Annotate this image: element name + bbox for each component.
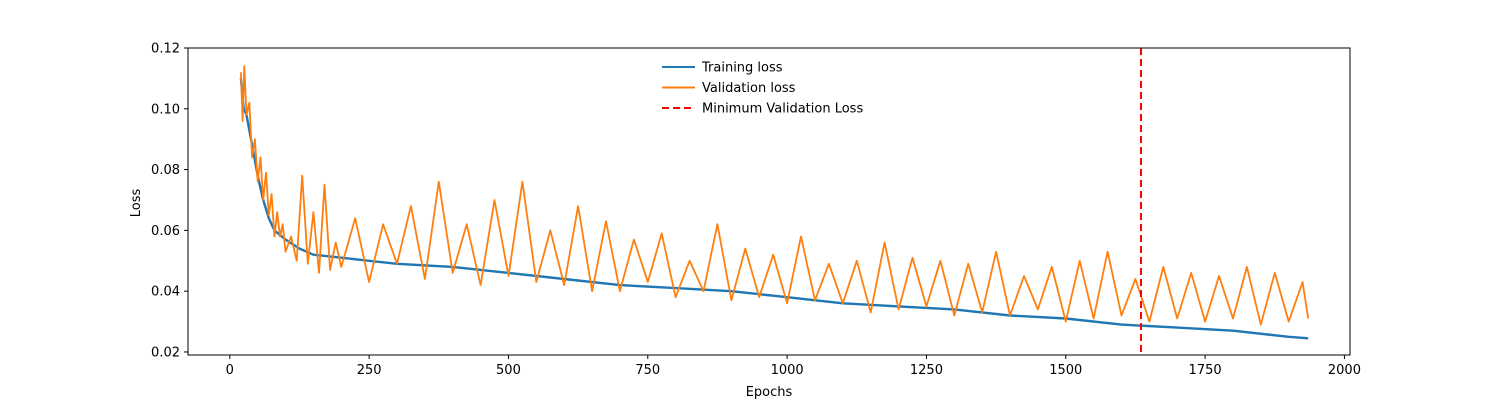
x-tick-label: 250	[357, 363, 382, 378]
y-tick-label: 0.08	[151, 163, 180, 178]
x-tick-label: 1500	[1049, 363, 1082, 378]
x-tick-label: 0	[226, 363, 234, 378]
series-layer	[239, 48, 1310, 355]
y-tick-label: 0.10	[151, 102, 180, 117]
training-loss-line	[239, 78, 1309, 340]
x-tick-label: 1000	[771, 363, 804, 378]
y-tick-label: 0.02	[151, 345, 180, 360]
plot-area	[187, 47, 1351, 356]
x-tick-label: 500	[496, 363, 521, 378]
y-tick-label: 0.06	[151, 224, 180, 239]
legend-label-training-loss: Training loss	[701, 61, 783, 76]
x-axis-ticks: 0 250 500 750 1000 1250 1500 1750 2000	[226, 355, 1361, 378]
x-tick-label: 2000	[1328, 363, 1361, 378]
y-tick-label: 0.12	[151, 42, 180, 57]
x-tick-label: 1250	[910, 363, 943, 378]
legend-label-minimum-validation-loss: Minimum Validation Loss	[702, 102, 863, 117]
axes-frame	[187, 47, 1351, 356]
y-tick-label: 0.04	[151, 285, 180, 300]
legend-label-validation-loss: Validation loss	[702, 81, 796, 96]
y-axis-label: Loss	[129, 189, 144, 218]
x-axis-label: Epochs	[746, 385, 793, 400]
y-axis-ticks: 0.02 0.04 0.06 0.08 0.10 0.12	[151, 42, 188, 360]
x-tick-label: 750	[635, 363, 660, 378]
validation-loss-line	[240, 65, 1310, 326]
x-tick-label: 1750	[1189, 363, 1222, 378]
legend: Training loss Validation loss Minimum Vali…	[662, 61, 863, 117]
